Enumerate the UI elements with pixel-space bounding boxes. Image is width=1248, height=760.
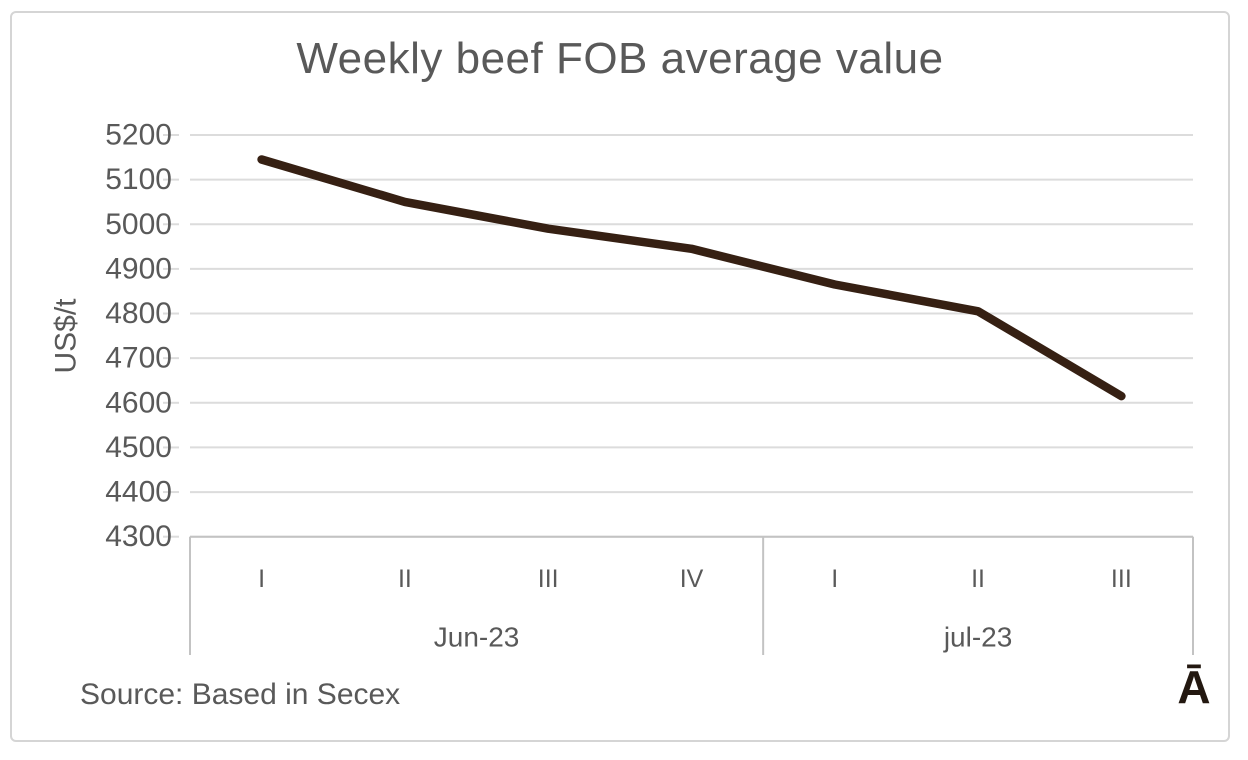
series-line	[257, 155, 1126, 401]
y-axis-tick-label: 4900	[105, 252, 172, 285]
category-label: I	[258, 565, 265, 593]
y-axis-tick-label: 4700	[105, 342, 172, 375]
category-label: I	[831, 565, 838, 593]
category-label: III	[538, 565, 559, 593]
category-label: IV	[680, 565, 704, 593]
y-axis-tick-label: 5000	[105, 208, 172, 241]
chart-frame	[10, 11, 1230, 742]
y-axis-tick-label: 4400	[105, 476, 172, 509]
y-axis-tick-label: 4300	[105, 520, 172, 553]
month-group-label: jul-23	[943, 622, 1012, 653]
y-axis-title: US$/t	[50, 298, 83, 374]
y-axis-tick-label: 5200	[105, 119, 172, 152]
watermark-letter: Ā	[1177, 661, 1211, 713]
chart-title: Weekly beef FOB average value	[296, 34, 944, 83]
y-axis-tick-label: 5100	[105, 163, 172, 196]
category-label: II	[398, 565, 412, 593]
month-group-label: Jun-23	[434, 622, 520, 653]
category-label: III	[1111, 565, 1132, 593]
y-axis-tick-label: 4800	[105, 297, 172, 330]
source-note: Source: Based in Secex	[80, 678, 401, 711]
y-axis-tick-label: 4500	[105, 431, 172, 464]
category-label: II	[971, 565, 985, 593]
y-axis-tick-label: 4600	[105, 386, 172, 419]
